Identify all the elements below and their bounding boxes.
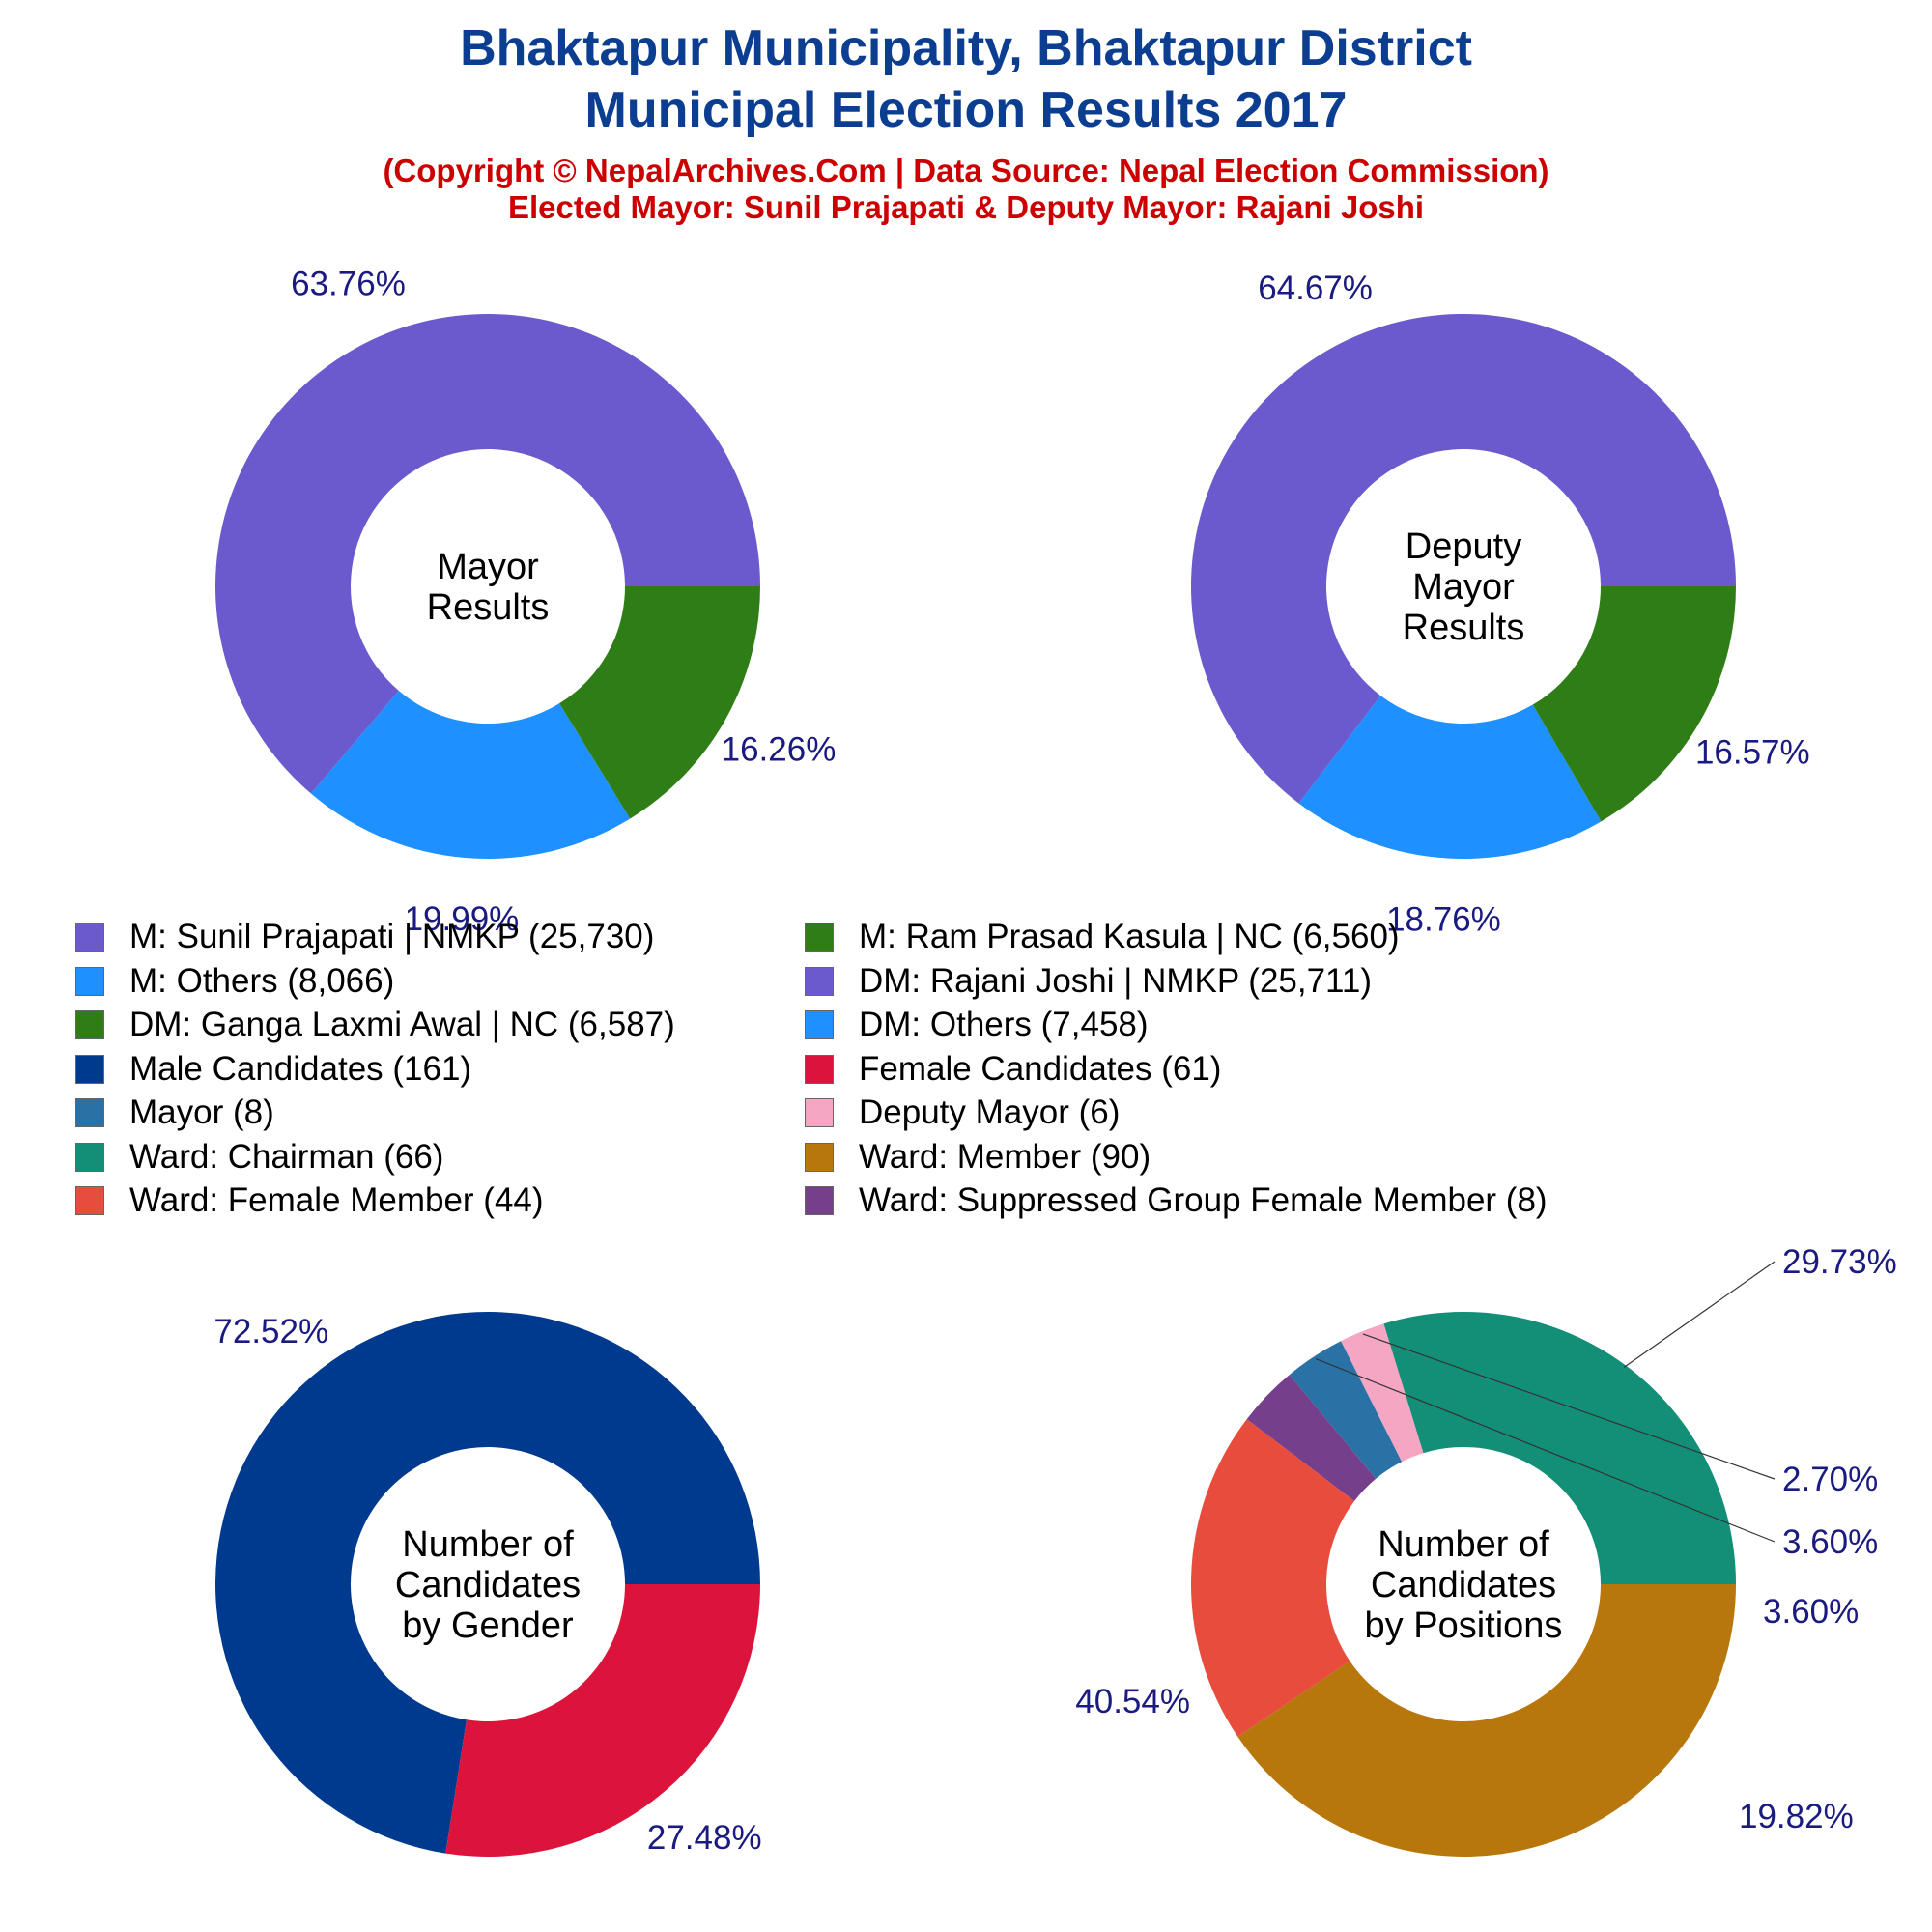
slice-percent-label: 16.26% [722, 731, 837, 769]
center-label-line: by Gender [402, 1605, 574, 1646]
legend-item: M: Sunil Prajapati | NMKP (25,730) [75, 918, 654, 956]
legend-item: Mayor (8) [75, 1094, 274, 1132]
center-label-line: Candidates [1371, 1565, 1556, 1605]
pie-slice [1383, 1312, 1736, 1584]
pie-slice [214, 313, 760, 794]
pie-slice [1341, 1323, 1424, 1463]
legend-label: Ward: Member (90) [859, 1137, 1151, 1176]
center-label-line: Candidates [395, 1565, 581, 1605]
slice-percent-label: 29.73% [1782, 1243, 1897, 1281]
slice-percent-label: 63.76% [291, 266, 406, 303]
slice-percent-label: 16.57% [1695, 734, 1810, 772]
legend-item: Ward: Suppressed Group Female Member (8) [805, 1181, 1548, 1220]
slice-percent-label: 64.67% [1258, 270, 1373, 307]
center-label-line: Results [1403, 608, 1525, 648]
pie-slice [310, 691, 631, 859]
slice-percent-label: 19.82% [1739, 1798, 1854, 1835]
pie-slice [214, 1311, 760, 1854]
legend-swatch [805, 1054, 834, 1084]
legend-swatch [805, 1142, 834, 1172]
center-label-line: Number of [1378, 1524, 1549, 1565]
legend-label: DM: Others (7,458) [859, 1006, 1149, 1043]
legend-label: DM: Rajani Joshi | NMKP (25,711) [859, 961, 1373, 1000]
legend-item: Male Candidates (161) [75, 1050, 471, 1089]
legend-item: Deputy Mayor (6) [805, 1094, 1120, 1132]
legend-label: Male Candidates (161) [129, 1049, 472, 1088]
leader-line [1623, 1261, 1776, 1369]
legend-label: DM: Ganga Laxmi Awal | NC (6,587) [129, 1006, 675, 1043]
legend-swatch [75, 1142, 104, 1172]
legend-swatch [75, 1054, 104, 1084]
legend-label: Ward: Suppressed Group Female Member (8) [859, 1181, 1548, 1219]
legend-swatch [75, 1010, 104, 1039]
donut-chart-2: 64.67% 18.76% 16.57% Deputy Mayor Results [1191, 270, 1810, 938]
legend-item: Ward: Member (90) [805, 1138, 1151, 1177]
chart-header: Bhaktapur Municipality, Bhaktapur Distri… [0, 17, 1932, 226]
legend-swatch [75, 1186, 104, 1215]
pie-slice [1246, 1375, 1377, 1501]
legend-swatch [805, 1186, 834, 1215]
slice-percent-label: 19.99% [405, 900, 520, 938]
slice-percent-label: 2.70% [1782, 1461, 1878, 1498]
slice-percent-label: 40.54% [1075, 1683, 1190, 1720]
center-label-line: Results [427, 587, 550, 628]
legend-item: M: Ram Prasad Kasula | NC (6,560) [805, 918, 1400, 956]
legend-item: DM: Others (7,458) [805, 1006, 1149, 1044]
legend-item: DM: Rajani Joshi | NMKP (25,711) [805, 962, 1372, 1001]
center-label-line: Mayor [437, 547, 539, 587]
center-label-line: Mayor [1412, 567, 1515, 608]
legend-label: M: Ram Prasad Kasula | NC (6,560) [859, 918, 1400, 955]
legend-item: M: Others (8,066) [75, 962, 394, 1001]
legend-label: Mayor (8) [129, 1094, 274, 1131]
pie-slice [1190, 1419, 1355, 1737]
pie-slice [445, 1584, 760, 1857]
pie-slice [1289, 1341, 1403, 1479]
chart-subtitle-elected: Elected Mayor: Sunil Prajapati & Deputy … [507, 189, 1425, 225]
pie-slice [1237, 1584, 1736, 1857]
legend-label: Ward: Female Member (44) [129, 1181, 544, 1219]
legend-label: Ward: Chairman (66) [129, 1137, 444, 1176]
legend-label: M: Sunil Prajapati | NMKP (25,730) [129, 918, 655, 955]
legend-label: Deputy Mayor (6) [859, 1094, 1121, 1131]
legend-item: Ward: Chairman (66) [75, 1138, 443, 1177]
slice-percent-label: 27.48% [647, 1819, 762, 1857]
slice-percent-label: 72.52% [213, 1313, 328, 1350]
center-label-line: Number of [402, 1524, 574, 1565]
slice-percent-label: 18.76% [1386, 900, 1501, 938]
legend-swatch [805, 1098, 834, 1127]
legend-label: Female Candidates (61) [859, 1049, 1222, 1088]
legend-swatch [805, 966, 834, 996]
slice-percent-label: 3.60% [1782, 1523, 1878, 1561]
donut-center-label: Deputy Mayor Results [1403, 526, 1525, 648]
donut-center-label: Mayor Results [427, 547, 550, 628]
donut-center-label: Number of Candidates by Positions [1365, 1524, 1563, 1646]
donut-center-label: Number of Candidates by Gender [395, 1524, 581, 1646]
legend-swatch [805, 1010, 834, 1039]
legend-item: DM: Ganga Laxmi Awal | NC (6,587) [75, 1006, 675, 1044]
center-label-line: by Positions [1365, 1605, 1563, 1646]
chart-title-line-1: Bhaktapur Municipality, Bhaktapur Distri… [460, 20, 1472, 76]
donut-chart-1: 63.76% 19.99% 16.26% Mayor Results [214, 266, 837, 938]
chart-title-line-2: Municipal Election Results 2017 [584, 82, 1348, 138]
legend-item: Ward: Female Member (44) [75, 1181, 544, 1220]
legend-swatch [805, 923, 834, 952]
leader-line [1362, 1333, 1776, 1480]
legend-swatch [75, 1098, 104, 1127]
pie-slice [559, 586, 760, 819]
leader-line [1315, 1357, 1776, 1543]
pie-slice [1191, 314, 1737, 804]
legend-item: Female Candidates (61) [805, 1050, 1221, 1089]
legend-label: M: Others (8,066) [129, 961, 395, 1000]
slice-percent-label: 3.60% [1763, 1593, 1859, 1631]
donut-chart-4: 29.73% 2.70% 3.60% 3.60% 19.82% 40.54% Number … [1075, 1243, 1897, 1857]
center-label-line: Deputy [1406, 526, 1521, 567]
pie-slice [1532, 586, 1736, 822]
chart-subtitle-copyright: (Copyright © NepalArchives.Com | Data So… [383, 153, 1549, 188]
legend-swatch [75, 923, 104, 952]
legend-swatch [75, 966, 104, 996]
donut-chart-3: 72.52% 27.48% Number of Candidates by Gender [213, 1311, 762, 1857]
pie-slice [1298, 696, 1602, 859]
